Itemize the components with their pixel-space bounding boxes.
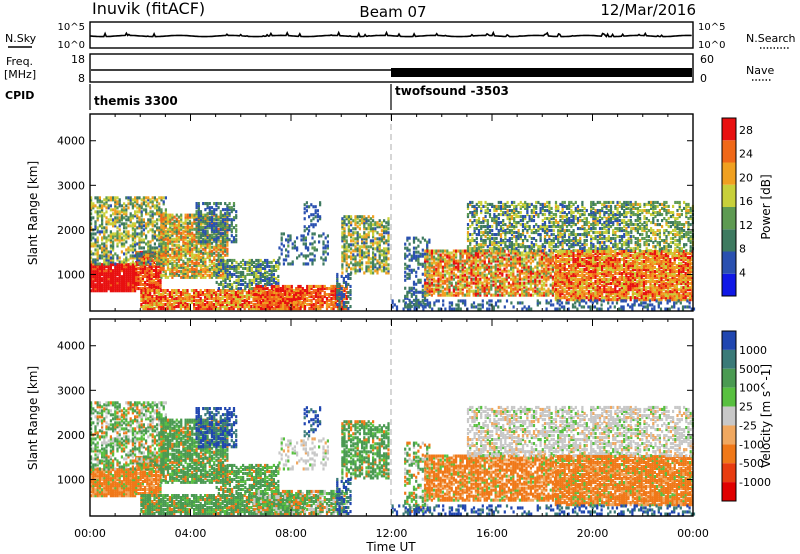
y-tick-label: 2000 bbox=[57, 224, 85, 237]
nsearch-tick-bottom: 10^0 bbox=[698, 40, 725, 51]
colorbar-tick-label: 28 bbox=[739, 124, 753, 137]
x-tick-label: 16:00 bbox=[476, 527, 508, 540]
velocity-y-ticks: 1000 2000 3000 4000 bbox=[57, 340, 693, 486]
colorbar-swatch bbox=[722, 140, 736, 163]
colorbar-tick-label: 16 bbox=[739, 195, 753, 208]
colorbar-swatch bbox=[722, 229, 736, 252]
nsky-trace bbox=[89, 30, 692, 38]
colorbar-tick-label: -1000 bbox=[739, 476, 771, 489]
colorbar-tick-label: -500 bbox=[739, 457, 764, 470]
station-title: Inuvik (fitACF) bbox=[92, 0, 205, 18]
nsky-strip: N.Sky 10^5 10^0 10^5 10^0 N.Search bbox=[5, 21, 796, 51]
cpid-label: CPID bbox=[5, 89, 34, 102]
nsky-label: N.Sky bbox=[5, 32, 37, 45]
x-tick-label: 00:00 bbox=[677, 527, 709, 540]
power-data-cells bbox=[90, 196, 696, 311]
colorbar-swatch bbox=[722, 184, 736, 207]
nave-tick-bottom: 0 bbox=[700, 72, 707, 85]
colorbar-swatch bbox=[722, 368, 736, 388]
colorbar-swatch bbox=[722, 251, 736, 274]
colorbar-swatch bbox=[722, 482, 736, 501]
colorbar-swatch bbox=[722, 406, 736, 426]
colorbar-tick-label: 500 bbox=[739, 363, 760, 376]
velocity-panel: 1000 2000 3000 4000 00:00 04:00 08:00 12:00 16:… bbox=[26, 318, 709, 554]
y-tick-label: 1000 bbox=[57, 268, 85, 281]
colorbar-tick-label: -100 bbox=[739, 438, 764, 451]
power-y-ticks: 1000 2000 3000 4000 bbox=[57, 135, 693, 281]
velocity-colorbar-label: Velocity [m s^-1] bbox=[759, 364, 773, 468]
nave-label: Nave bbox=[746, 64, 774, 77]
x-tick-label: 00:00 bbox=[74, 527, 106, 540]
power-colorbar: 4 8 12 16 20 24 28 Power [dB] bbox=[721, 117, 773, 297]
x-tick-label: 12:00 bbox=[376, 527, 408, 540]
velocity-data-cells bbox=[90, 401, 696, 516]
cpid-strip: CPID themis 3300 twofsound -3503 bbox=[5, 84, 509, 110]
freq-tick-bottom: 8 bbox=[78, 72, 85, 85]
colorbar-tick-label: 100 bbox=[739, 382, 760, 395]
colorbar-swatch bbox=[722, 273, 736, 296]
colorbar-tick-label: 20 bbox=[739, 171, 753, 184]
freq-label-line2: [MHz] bbox=[4, 68, 36, 81]
freq-tick-top: 18 bbox=[71, 53, 85, 66]
nave-tick-top: 60 bbox=[700, 53, 714, 66]
colorbar-tick-label: 4 bbox=[739, 266, 746, 279]
velocity-colorbar: 1000 500 100 25 -25 -100 -500 -1000 Velocity [m… bbox=[721, 330, 773, 502]
x-tick-label: 20:00 bbox=[577, 527, 609, 540]
colorbar-tick-label: 1000 bbox=[739, 344, 767, 357]
colorbar-tick-label: 8 bbox=[739, 243, 746, 256]
colorbar-swatch bbox=[722, 162, 736, 185]
velocity-y-axis-label: Slant Range [km] bbox=[26, 366, 40, 470]
colorbar-swatch bbox=[722, 349, 736, 369]
nsearch-label: N.Search bbox=[746, 32, 796, 45]
colorbar-swatch bbox=[722, 207, 736, 230]
power-panel: 1000 2000 3000 4000 Slant Range [km] bbox=[26, 113, 696, 312]
time-axis-label: Time UT bbox=[365, 540, 416, 554]
freq-strip: Freq. [MHz] 18 8 60 0 Nave bbox=[4, 53, 774, 85]
y-tick-label: 4000 bbox=[57, 135, 85, 148]
y-tick-label: 1000 bbox=[57, 473, 85, 486]
colorbar-swatch bbox=[722, 444, 736, 464]
nsky-tick-bottom: 10^0 bbox=[58, 40, 85, 51]
colorbar-swatch bbox=[722, 331, 736, 350]
colorbar-tick-label: 12 bbox=[739, 219, 753, 232]
cpid-label-twofsound: twofsound -3503 bbox=[395, 84, 509, 98]
y-tick-label: 4000 bbox=[57, 340, 85, 353]
beam-title: Beam 07 bbox=[359, 3, 426, 21]
y-tick-label: 3000 bbox=[57, 179, 85, 192]
colorbar-tick-label: 24 bbox=[739, 148, 753, 161]
colorbar-swatch bbox=[722, 118, 736, 141]
date-title: 12/Mar/2016 bbox=[600, 1, 696, 19]
freq-label-line1: Freq. bbox=[6, 55, 33, 68]
power-colorbar-label: Power [dB] bbox=[759, 174, 773, 239]
colorbar-tick-label: -25 bbox=[739, 419, 757, 432]
nsearch-tick-top: 10^5 bbox=[698, 22, 725, 33]
velocity-x-ticks: 00:00 04:00 08:00 12:00 16:00 20:00 00:00 bbox=[74, 319, 709, 540]
y-tick-label: 2000 bbox=[57, 429, 85, 442]
colorbar-swatch bbox=[722, 387, 736, 407]
colorbar-swatch bbox=[722, 463, 736, 483]
power-x-ticks bbox=[89, 114, 694, 311]
x-tick-label: 04:00 bbox=[175, 527, 207, 540]
colorbar-swatch bbox=[722, 425, 736, 445]
x-tick-label: 08:00 bbox=[275, 527, 307, 540]
nave-trace-block bbox=[391, 68, 692, 77]
colorbar-tick-label: 25 bbox=[739, 401, 753, 414]
power-y-axis-label: Slant Range [km] bbox=[26, 161, 40, 265]
cpid-label-themis: themis 3300 bbox=[94, 94, 178, 108]
y-tick-label: 3000 bbox=[57, 384, 85, 397]
nsky-tick-top: 10^5 bbox=[58, 22, 85, 33]
